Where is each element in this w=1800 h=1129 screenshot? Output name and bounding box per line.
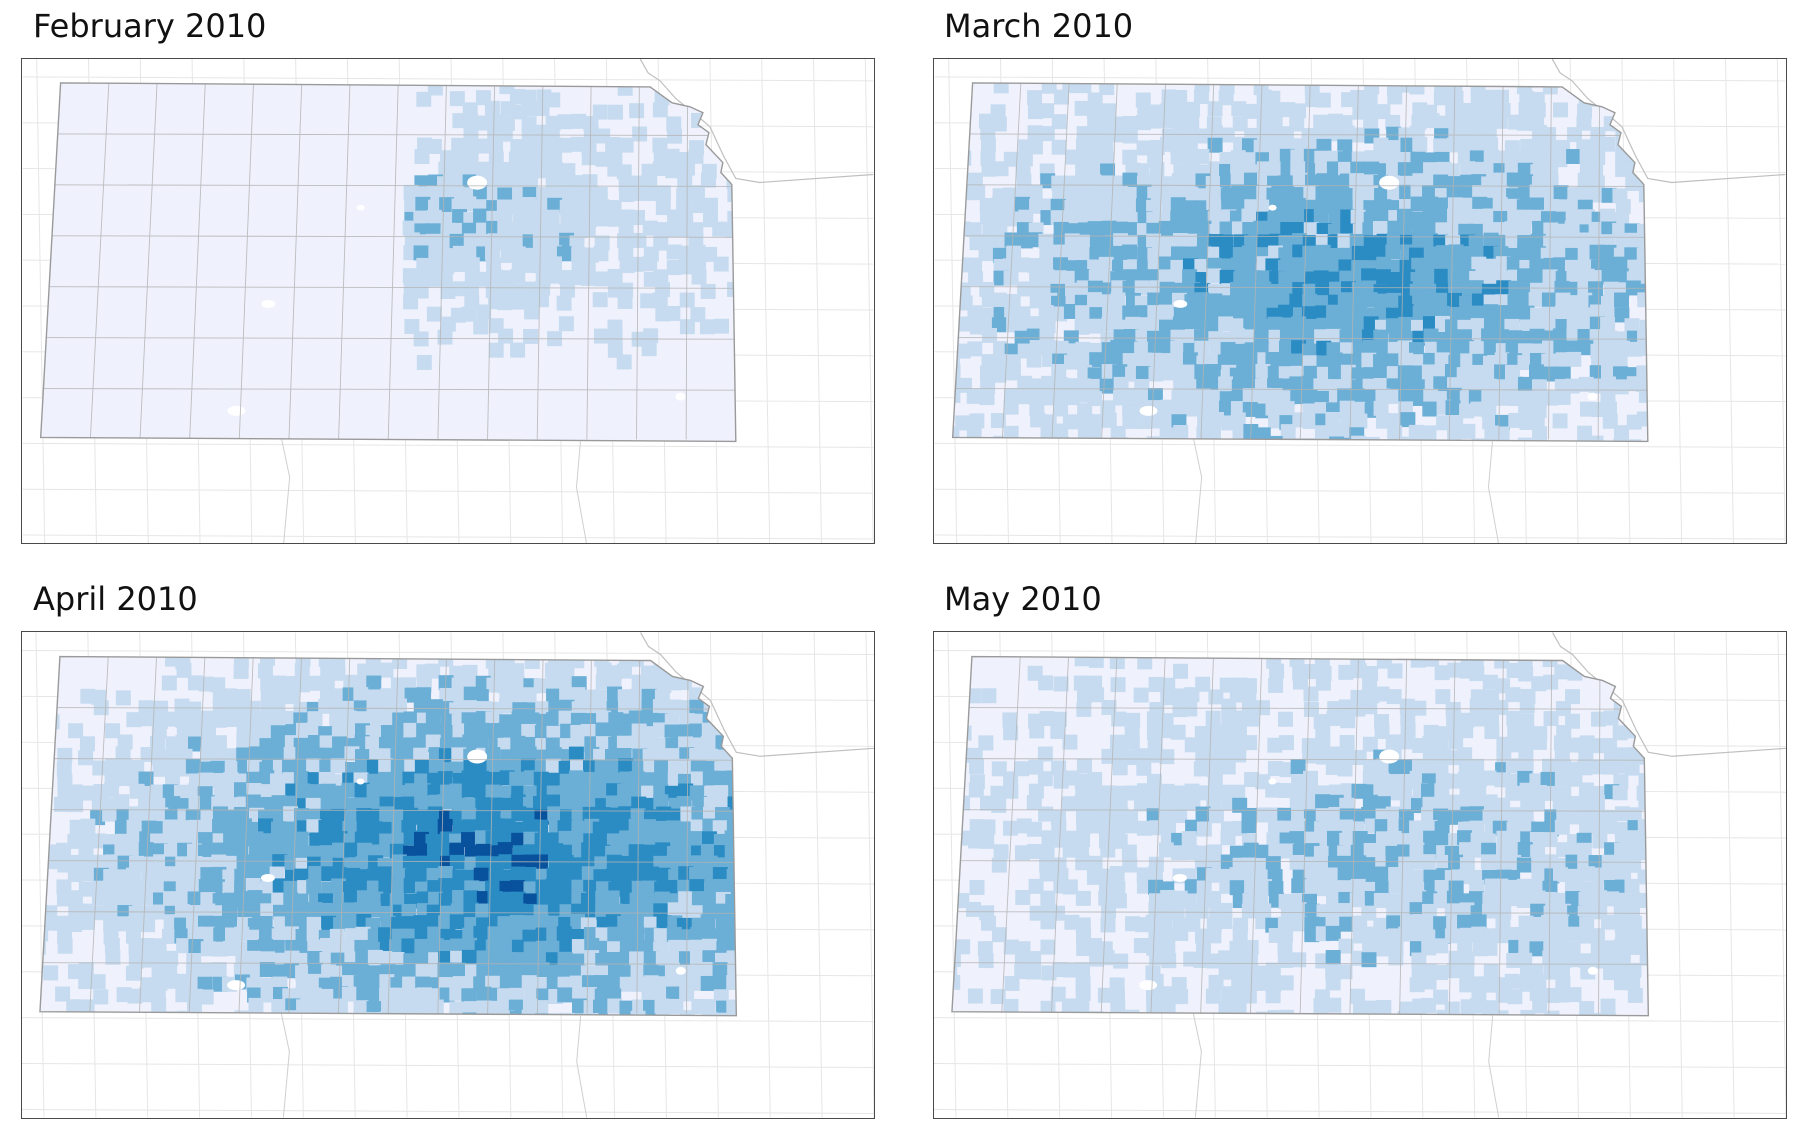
map-panel-mar [933,58,1787,544]
map-panel-feb [21,58,875,544]
panel-title-may: May 2010 [944,580,1102,618]
state-outline [951,655,1650,1017]
state-outline [39,655,738,1017]
state-fill [39,656,737,1016]
state-outline [951,82,1649,443]
map-svg-apr [22,632,874,1118]
state-fill [951,656,1649,1016]
state-fill [40,82,736,442]
map-svg-may [934,632,1786,1118]
panel-title-feb: February 2010 [33,7,267,45]
county-boundaries [39,656,737,1014]
map-svg-feb [22,59,874,543]
map-svg-mar [934,59,1786,543]
panel-title-mar: March 2010 [944,7,1134,45]
map-panel-may [933,631,1787,1119]
panel-title-apr: April 2010 [33,580,198,618]
state-outline [39,82,737,443]
map-panel-apr [21,631,875,1119]
state-fill [952,82,1648,442]
